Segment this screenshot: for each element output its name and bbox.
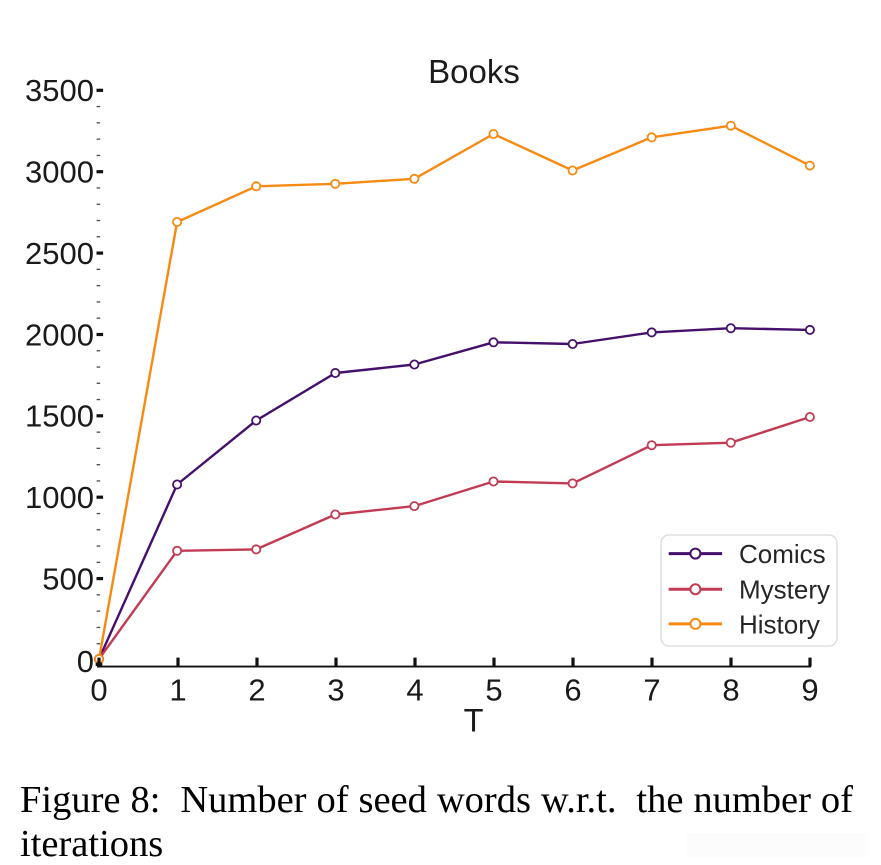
svg-text:8: 8 [722, 673, 739, 708]
svg-text:T: T [464, 703, 484, 739]
svg-text:0: 0 [90, 673, 107, 708]
svg-text:1500: 1500 [25, 399, 94, 434]
svg-text:2000: 2000 [25, 317, 94, 352]
svg-text:6: 6 [564, 673, 581, 708]
svg-text:7: 7 [643, 673, 660, 708]
svg-text:3000: 3000 [25, 155, 94, 190]
svg-text:History: History [739, 609, 820, 639]
svg-text:9: 9 [801, 673, 818, 708]
svg-text:0: 0 [77, 644, 94, 679]
svg-text:1: 1 [169, 673, 186, 708]
svg-text:5: 5 [485, 673, 502, 708]
svg-text:Comics: Comics [739, 539, 826, 569]
svg-text:4: 4 [406, 673, 423, 708]
svg-text:3: 3 [327, 673, 344, 708]
svg-text:500: 500 [42, 562, 94, 597]
svg-text:2500: 2500 [25, 236, 94, 271]
svg-text:Books: Books [428, 53, 520, 90]
svg-text:1000: 1000 [25, 480, 94, 515]
svg-text:Mystery: Mystery [739, 575, 830, 605]
svg-text:3500: 3500 [25, 73, 94, 108]
svg-text:2: 2 [248, 673, 265, 708]
